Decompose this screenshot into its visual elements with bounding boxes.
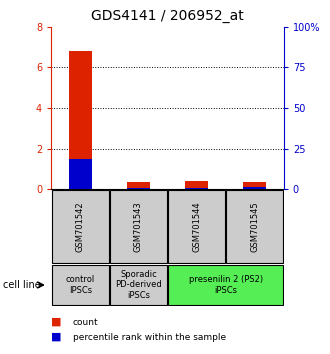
Title: GDS4141 / 206952_at: GDS4141 / 206952_at bbox=[91, 9, 244, 23]
FancyBboxPatch shape bbox=[168, 264, 283, 306]
FancyBboxPatch shape bbox=[52, 190, 109, 263]
Text: GSM701542: GSM701542 bbox=[76, 201, 85, 252]
Bar bbox=[243, 187, 266, 189]
Text: GSM701543: GSM701543 bbox=[134, 201, 143, 252]
Text: ■: ■ bbox=[51, 317, 62, 327]
Bar bbox=[243, 182, 266, 189]
Text: control
IPSCs: control IPSCs bbox=[66, 275, 95, 295]
Text: Sporadic
PD-derived
iPSCs: Sporadic PD-derived iPSCs bbox=[115, 270, 162, 300]
Text: GSM701545: GSM701545 bbox=[250, 201, 259, 252]
Bar bbox=[69, 159, 92, 189]
FancyBboxPatch shape bbox=[168, 190, 225, 263]
Bar bbox=[127, 188, 150, 189]
Text: percentile rank within the sample: percentile rank within the sample bbox=[73, 332, 226, 342]
Text: presenilin 2 (PS2)
iPSCs: presenilin 2 (PS2) iPSCs bbox=[188, 275, 263, 295]
FancyBboxPatch shape bbox=[110, 264, 167, 306]
Bar bbox=[127, 182, 150, 189]
Text: cell line: cell line bbox=[3, 280, 41, 290]
Bar bbox=[185, 181, 208, 189]
FancyBboxPatch shape bbox=[52, 264, 109, 306]
Text: GSM701544: GSM701544 bbox=[192, 201, 201, 252]
Bar bbox=[69, 51, 92, 189]
FancyBboxPatch shape bbox=[110, 190, 167, 263]
FancyBboxPatch shape bbox=[226, 190, 283, 263]
Bar bbox=[185, 188, 208, 189]
Text: ■: ■ bbox=[51, 332, 62, 342]
Text: count: count bbox=[73, 318, 98, 327]
